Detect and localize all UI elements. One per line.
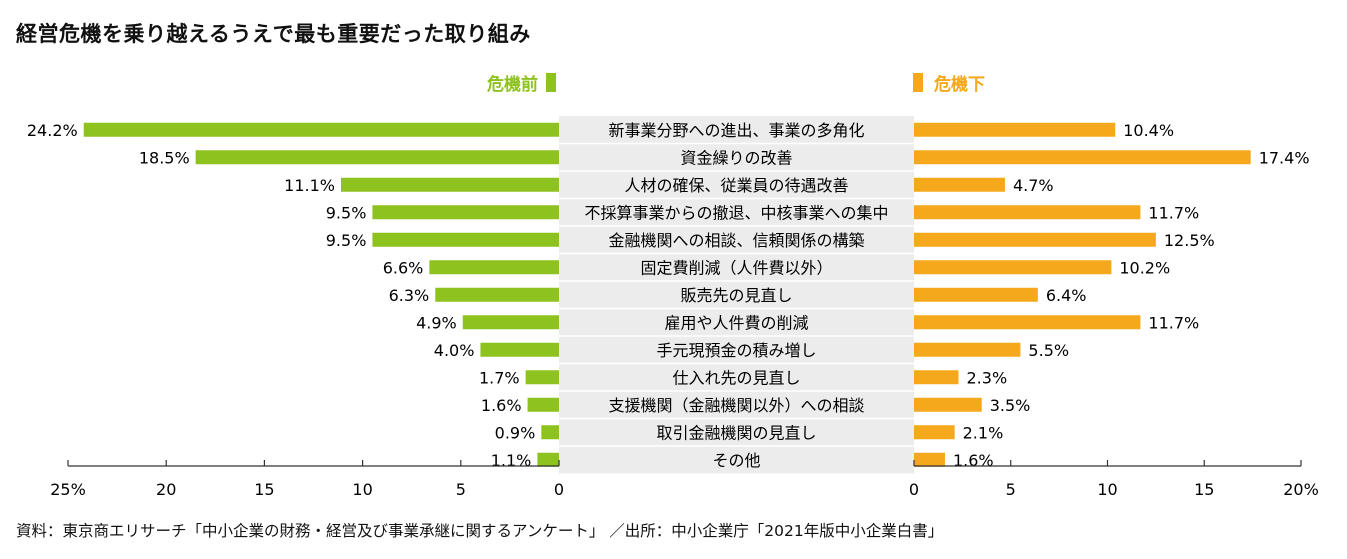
category-label: 取引金融機関の見直し [656,423,816,442]
category-label: 不採算事業からの撤退、中核事業への集中 [584,203,888,222]
value-label-during-crisis: 11.7% [1148,203,1199,222]
bar-during-crisis [914,425,955,440]
left-axis-tick-label: 5 [456,480,466,499]
category-label: 新事業分野への進出、事業の多角化 [608,121,864,140]
bar-before-crisis [372,232,559,247]
bar-during-crisis [914,370,959,385]
value-label-during-crisis: 2.1% [963,423,1004,442]
bar-before-crisis [429,260,559,275]
right-axis-tick-label: 10 [1097,480,1117,499]
category-label: 資金繰りの改善 [680,148,792,167]
bar-during-crisis [914,150,1251,165]
value-label-during-crisis: 3.5% [990,396,1031,415]
value-label-during-crisis: 12.5% [1164,231,1215,250]
value-label-before-crisis: 4.9% [416,313,457,332]
chart-title: 経営危機を乗り越えるうえで最も重要だった取り組み [16,22,531,46]
category-label: 支援機関（金融機関以外）への相談 [608,396,864,415]
left-axis-tick-label: 0 [554,480,564,499]
bar-during-crisis [914,205,1141,220]
bar-during-crisis [914,342,1021,357]
bar-during-crisis [914,287,1038,302]
bar-during-crisis [914,232,1156,247]
left-axis-tick-label: 15 [254,480,274,499]
bar-before-crisis [340,177,559,192]
bar-before-crisis [537,452,559,467]
bar-before-crisis [527,397,559,412]
category-label: その他 [712,451,760,470]
value-label-during-crisis: 2.3% [967,368,1008,387]
value-label-before-crisis: 18.5% [139,148,190,167]
value-label-before-crisis: 6.3% [389,286,430,305]
category-label: 雇用や人件費の削減 [664,313,808,332]
bar-during-crisis [914,260,1112,275]
category-label: 販売先の見直し [680,286,792,305]
value-label-during-crisis: 1.6% [953,451,994,470]
left-axis-tick-label: 10 [352,480,372,499]
category-label: 金融機関への相談、信頼関係の構築 [608,231,864,250]
category-label: 固定費削減（人件費以外） [640,258,832,277]
legend-swatch-before-crisis [546,73,556,92]
legend-label-before-crisis: 危機前 [486,74,538,95]
right-axis-tick-label: 5 [1006,480,1016,499]
right-axis-tick-label: 20% [1283,480,1319,499]
bar-during-crisis [914,177,1005,192]
value-label-before-crisis: 24.2% [27,121,78,140]
bar-during-crisis [914,452,945,467]
right-axis-tick-label: 0 [909,480,919,499]
value-label-during-crisis: 10.2% [1119,258,1170,277]
value-label-before-crisis: 1.6% [481,396,522,415]
category-label-band [559,116,914,474]
category-label: 手元現預金の積み増し [656,341,816,360]
value-label-before-crisis: 1.7% [479,368,520,387]
bar-before-crisis [372,205,559,220]
value-label-during-crisis: 6.4% [1046,286,1087,305]
left-axis-tick-label: 25% [50,480,86,499]
bar-before-crisis [525,370,559,385]
bar-before-crisis [541,425,559,440]
bar-during-crisis [914,397,982,412]
source-note: 資料：東京商エリサーチ「中小企業の財務・経営及び事業承継に関するアンケート」 ／… [16,522,944,540]
bar-before-crisis [480,342,559,357]
value-label-during-crisis: 4.7% [1013,176,1054,195]
legend-label-during-crisis: 危機下 [933,74,985,95]
value-label-before-crisis: 9.5% [326,203,367,222]
value-label-before-crisis: 4.0% [434,341,475,360]
value-label-before-crisis: 1.1% [491,451,532,470]
left-axis-tick-label: 20 [156,480,176,499]
value-label-before-crisis: 6.6% [383,258,424,277]
legend-swatch-during-crisis [913,73,923,92]
bar-before-crisis [462,315,559,330]
value-label-during-crisis: 5.5% [1028,341,1069,360]
value-label-during-crisis: 11.7% [1148,313,1199,332]
category-label: 仕入れ先の見直し [672,368,800,387]
category-label: 人材の確保、従業員の待遇改善 [624,176,848,195]
bar-before-crisis [83,122,559,137]
value-label-before-crisis: 0.9% [495,423,536,442]
value-label-before-crisis: 9.5% [326,231,367,250]
right-axis-tick-label: 15 [1194,480,1214,499]
bar-before-crisis [195,150,559,165]
bar-during-crisis [914,315,1141,330]
value-label-before-crisis: 11.1% [284,176,335,195]
value-label-during-crisis: 10.4% [1123,121,1174,140]
bar-before-crisis [435,287,559,302]
bar-during-crisis [914,122,1116,137]
value-label-during-crisis: 17.4% [1259,148,1310,167]
